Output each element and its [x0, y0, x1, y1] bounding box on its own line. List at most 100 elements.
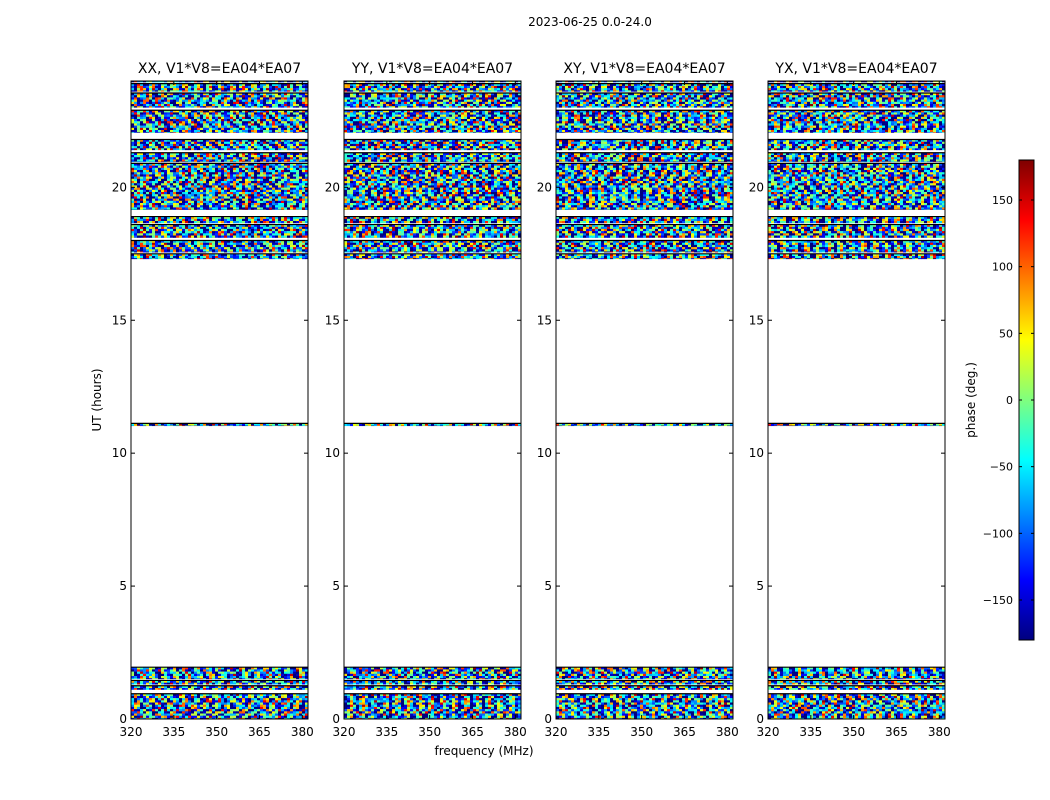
data-band — [768, 422, 945, 427]
data-band — [344, 92, 521, 108]
data-band — [344, 679, 521, 685]
data-band — [344, 253, 521, 260]
y-tick-label: 0 — [756, 712, 764, 726]
x-tick-label: 350 — [418, 725, 441, 739]
colorbar-tick-label: 0 — [1006, 394, 1013, 407]
y-tick-label: 15 — [749, 313, 764, 327]
data-band — [344, 666, 521, 680]
y-tick-label: 10 — [112, 446, 127, 460]
data-band — [556, 138, 733, 151]
x-tick-label: 380 — [504, 725, 527, 739]
y-tick-label: 20 — [537, 180, 552, 194]
colorbar-tick-label: −150 — [983, 594, 1013, 607]
data-band — [768, 83, 945, 92]
colorbar-ticks: 150 100 50 0 −50 −100 −150 — [983, 194, 1034, 607]
panel-title: XY, V1*V8=EA04*EA07 — [563, 61, 725, 77]
y-tick-label: 0 — [544, 712, 552, 726]
x-tick-label: 365 — [885, 725, 908, 739]
data-band — [556, 693, 733, 719]
colorbar: 150 100 50 0 −50 −100 −150 phase (deg.) — [964, 159, 1035, 641]
data-band — [768, 215, 945, 224]
data-band — [131, 92, 308, 108]
data-band — [344, 83, 521, 92]
data-band — [768, 693, 945, 719]
data-band — [556, 422, 733, 427]
y-tick-label: 20 — [325, 180, 340, 194]
panel-title: XX, V1*V8=EA04*EA07 — [138, 61, 301, 77]
x-axis-label: frequency (MHz) — [434, 744, 533, 758]
data-band — [344, 693, 521, 719]
y-tick-label: 20 — [112, 180, 127, 194]
phase-heatmap — [344, 81, 521, 719]
data-band — [556, 223, 733, 238]
x-tick-label: 380 — [716, 725, 739, 739]
phase-heatmap — [556, 81, 733, 719]
colorbar-tick-label: 50 — [999, 327, 1013, 340]
panels: XX, V1*V8=EA04*EA07 320 335 350 365 380 0 5 10 15… — [112, 61, 951, 739]
data-band — [556, 215, 733, 224]
y-tick-label: 20 — [749, 180, 764, 194]
phase-heatmap — [131, 81, 308, 719]
panel-title: YX, V1*V8=EA04*EA07 — [774, 61, 937, 77]
x-tick-label: 365 — [673, 725, 696, 739]
data-band — [556, 152, 733, 163]
x-tick-label: 350 — [205, 725, 228, 739]
panel-yy: YY, V1*V8=EA04*EA07 320 335 350 365 380 0 5 10 15… — [325, 61, 527, 739]
data-band — [768, 81, 945, 83]
x-tick-label: 380 — [291, 725, 314, 739]
plot-frame — [343, 80, 522, 720]
data-band — [131, 679, 308, 685]
x-tick-label: 335 — [162, 725, 185, 739]
x-tick-label: 365 — [248, 725, 271, 739]
data-band — [344, 685, 521, 690]
data-band — [768, 685, 945, 690]
y-tick-label: 15 — [537, 313, 552, 327]
y-axis-label: UT (hours) — [90, 368, 104, 431]
data-band — [131, 422, 308, 427]
data-band — [131, 215, 308, 224]
x-tick-label: 335 — [799, 725, 822, 739]
x-tick-label: 365 — [461, 725, 484, 739]
data-band — [556, 109, 733, 133]
data-band — [556, 81, 733, 83]
x-tick-label: 335 — [587, 725, 610, 739]
data-band — [344, 162, 521, 210]
colorbar-tick-label: −50 — [990, 461, 1013, 474]
data-band — [556, 239, 733, 253]
data-band — [768, 92, 945, 108]
data-band — [556, 83, 733, 92]
plot-frame — [767, 80, 946, 720]
data-band — [768, 138, 945, 151]
data-band — [768, 223, 945, 238]
data-band — [131, 685, 308, 690]
x-tick-label: 350 — [630, 725, 653, 739]
figure-suptitle: 2023-06-25 0.0-24.0 — [528, 15, 652, 29]
y-tick-label: 10 — [325, 446, 340, 460]
data-band — [768, 152, 945, 163]
panel-xx: XX, V1*V8=EA04*EA07 320 335 350 365 380 0 5 10 15… — [112, 61, 314, 739]
data-band — [556, 162, 733, 210]
data-band — [768, 239, 945, 253]
x-tick-label: 335 — [375, 725, 398, 739]
data-band — [131, 223, 308, 238]
data-band — [768, 679, 945, 685]
colorbar-tick-label: 100 — [992, 261, 1013, 274]
y-tick-label: 15 — [112, 313, 127, 327]
x-tick-label: 380 — [928, 725, 951, 739]
y-tick-label: 5 — [544, 579, 552, 593]
data-band — [131, 693, 308, 719]
y-tick-label: 5 — [756, 579, 764, 593]
phase-heatmap — [768, 81, 945, 719]
data-band — [556, 666, 733, 680]
panel-title: YY, V1*V8=EA04*EA07 — [351, 61, 513, 77]
plot-frame — [555, 80, 734, 720]
panel-yx: YX, V1*V8=EA04*EA07 320 335 350 365 380 0 5 10 15… — [749, 61, 951, 739]
data-band — [768, 666, 945, 680]
data-band — [131, 666, 308, 680]
data-band — [344, 81, 521, 83]
data-band — [131, 162, 308, 210]
data-band — [768, 109, 945, 133]
colorbar-tick-label: 150 — [992, 194, 1013, 207]
colorbar-label: phase (deg.) — [964, 362, 978, 438]
